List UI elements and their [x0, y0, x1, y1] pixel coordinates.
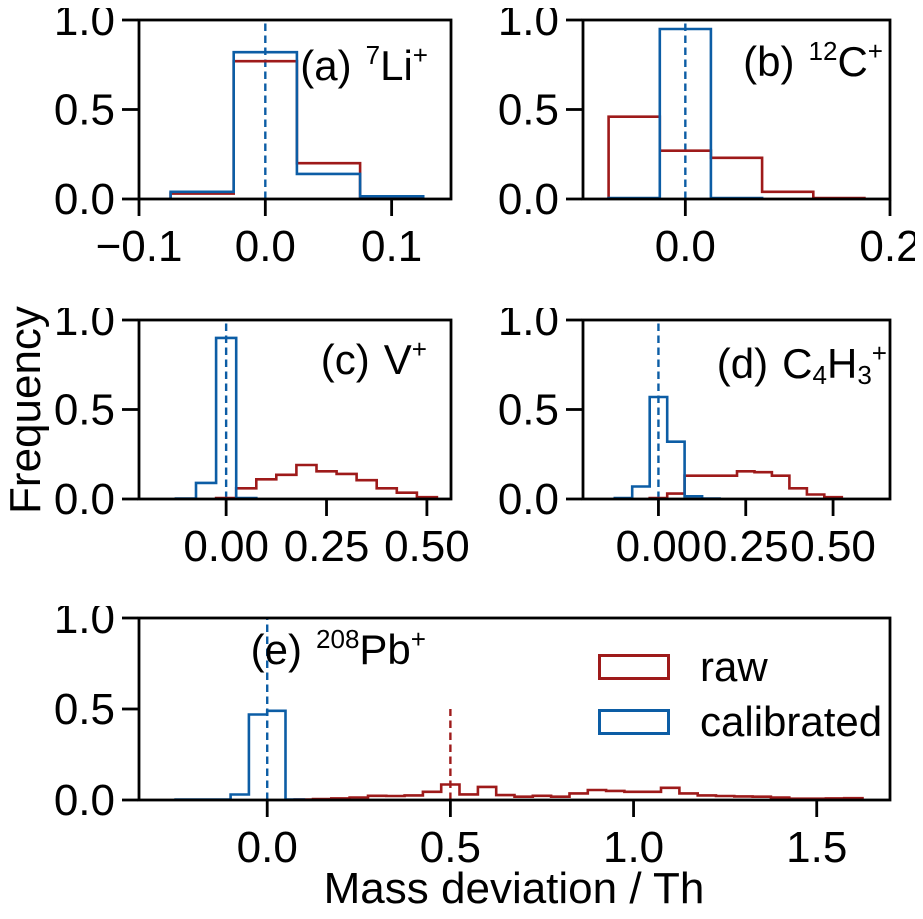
annotation-prefix: (d)	[716, 340, 769, 387]
axes-box	[581, 318, 892, 501]
axes-c: 0.00 0.25 0.50 0.0 0.5 1.0	[54, 308, 470, 571]
hist-calibrated	[174, 709, 306, 801]
y-tick-label: 1.0	[54, 8, 115, 45]
annotation-prefix: (e)	[250, 626, 302, 673]
y-tick-label: 1.0	[498, 308, 559, 345]
y-tick-label: 0.0	[498, 175, 559, 224]
hist-raw	[607, 115, 866, 200]
y-tick-label: 0.5	[54, 86, 115, 135]
legend-swatch-raw	[598, 654, 670, 680]
legend-label-calibrated: calibrated	[700, 698, 883, 745]
annotation-d: (d) C4H3+	[717, 340, 887, 388]
annotation-ion-segment: H	[826, 340, 858, 387]
hist-calibrated	[174, 336, 258, 500]
y-tick-label: 0.5	[498, 386, 559, 435]
y-tick-label: 1.0	[54, 308, 115, 345]
axes-d: 0.00 0.25 0.50 0.0 0.5 1.0	[498, 308, 892, 571]
axes-b: 0.0 0.2 0.0 0.5 1.0	[498, 8, 915, 271]
y-tick-label: 0.0	[498, 475, 559, 524]
x-tick-label: 0.50	[790, 522, 876, 571]
annotation-prefix: (b)	[743, 38, 795, 85]
axes-a: −0.1 0.0 0.10.00.51.0	[54, 8, 453, 271]
x-tick-label: 0.2	[859, 222, 915, 271]
y-tick-label: 0.5	[498, 86, 559, 135]
subplot-a: −0.1 0.0 0.1 0.0 0.5 1.0	[44, 8, 476, 277]
annotation-e: (e) 208Pb+	[251, 626, 426, 674]
annotation-ion-segment: +	[867, 35, 883, 66]
x-tick-label: −0.1	[96, 222, 183, 271]
annotation-c: (c) V+	[321, 336, 427, 384]
y-tick-label: 0.0	[54, 475, 115, 524]
x-tick-label: 0.25	[703, 522, 789, 571]
legend: raw calibrated	[598, 642, 882, 752]
annotation-ion-segment: C	[837, 38, 868, 85]
hist-calibrated	[169, 50, 425, 199]
legend-item-calibrated: calibrated	[598, 697, 882, 747]
y-tick-label: 0.0	[54, 776, 115, 825]
annotation-a: (a) 7Li+	[300, 42, 428, 90]
annotation-b: (b) 12C+	[743, 38, 883, 86]
annotation-ion-segment: 4	[812, 359, 827, 390]
legend-label-raw: raw	[700, 643, 768, 690]
subplot-b: 0.0 0.2 0.0 0.5 1.0	[488, 8, 915, 277]
x-axis-label: Mass deviation / Th	[323, 864, 705, 913]
hist-raw	[293, 783, 864, 801]
annotation-ion-segment: 7	[365, 39, 381, 70]
y-tick-label: 1.0	[54, 606, 115, 643]
legend-swatch-calibrated	[598, 709, 670, 735]
annotation-ion-segment: Pb	[359, 626, 411, 673]
annotation-ion-segment: V	[383, 336, 412, 383]
y-tick-label: 0.0	[54, 175, 115, 224]
x-tick-label: 0.0	[655, 222, 716, 271]
axes-box	[137, 616, 892, 802]
x-tick-label: 0.1	[361, 222, 422, 271]
subplot-d: 0.00 0.25 0.50 0.0 0.5 1.0	[488, 308, 915, 577]
hist-raw	[214, 463, 439, 500]
axes-box	[137, 318, 453, 501]
annotation-ion-segment: 208	[315, 623, 360, 654]
x-tick-label: 0.0	[237, 823, 298, 872]
x-tick-label: 0.00	[616, 522, 702, 571]
subplot-c: 0.00 0.25 0.50 0.0 0.5 1.0	[44, 308, 476, 577]
y-tick-label: 0.5	[54, 685, 115, 734]
annotation-prefix: (c)	[320, 336, 370, 383]
annotation-ion-segment: 12	[808, 35, 838, 66]
axes-box	[137, 18, 453, 201]
legend-item-raw: raw	[598, 642, 882, 692]
annotation-ion-segment: 3	[857, 359, 872, 390]
subplot-e: 0.0 0.5 1.0 1.5 0.0 0.5 1.0	[44, 606, 915, 878]
y-tick-label: 1.0	[498, 8, 559, 45]
x-tick-label: 0.0	[235, 222, 296, 271]
annotation-ion-segment: Li	[380, 42, 413, 89]
annotation-ion-segment: +	[411, 333, 427, 364]
x-tick-label: 0.50	[384, 522, 470, 571]
annotation-ion-segment: C	[782, 340, 813, 387]
annotation-ion-segment: +	[410, 623, 426, 654]
annotation-ion-segment: +	[412, 39, 428, 70]
y-tick-label: 0.5	[54, 386, 115, 435]
y-axis-label: Frequency	[1, 306, 50, 514]
axes-box	[581, 18, 892, 201]
axes-e: 0.0 0.5 1.0 1.5 0.0 0.5 1.0	[54, 606, 892, 872]
x-tick-label: 1.0	[603, 823, 664, 872]
x-tick-label: 1.5	[786, 823, 847, 872]
x-tick-label: 0.5	[420, 823, 481, 872]
x-tick-label: 0.00	[183, 522, 269, 571]
hist-raw	[648, 470, 844, 500]
annotation-ion-segment: +	[871, 337, 887, 368]
x-tick-label: 0.25	[284, 522, 370, 571]
hist-calibrated	[613, 395, 721, 500]
annotation-prefix: (a)	[300, 42, 352, 89]
